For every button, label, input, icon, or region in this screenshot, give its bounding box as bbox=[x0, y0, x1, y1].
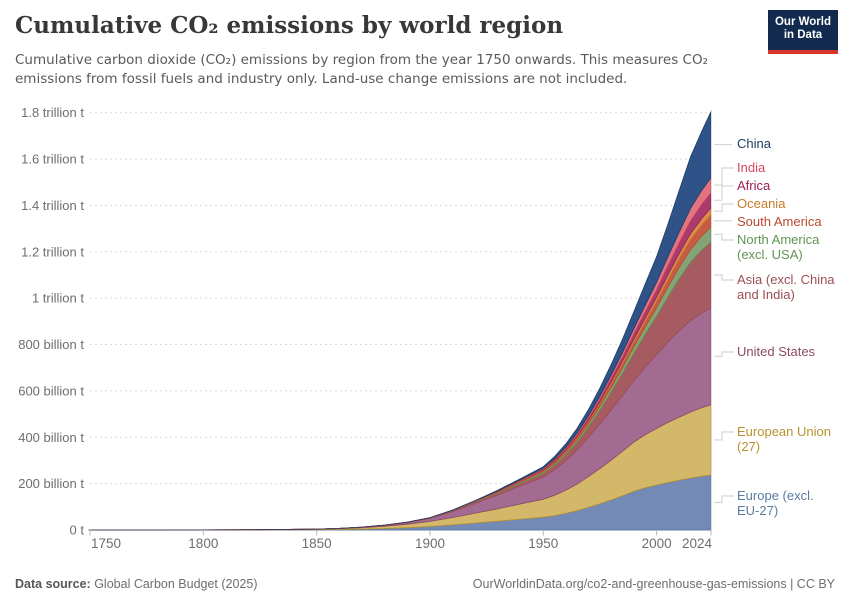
legend-label-line: Europe (excl. bbox=[737, 488, 814, 503]
legend-connector-namerica_excl bbox=[714, 233, 734, 241]
legend-label-line: Asia (excl. China bbox=[737, 272, 835, 287]
owid-url-link[interactable]: OurWorldinData.org/co2-and-greenhouse-ga… bbox=[472, 577, 835, 591]
legend-label-africa[interactable]: Africa bbox=[737, 178, 843, 193]
owid-logo-line2: in Data bbox=[783, 29, 823, 41]
legend-connector-oceania bbox=[714, 203, 734, 212]
y-axis-label: 200 billion t bbox=[18, 476, 84, 491]
legend-label-line: Africa bbox=[737, 178, 771, 193]
legend-label-india[interactable]: India bbox=[737, 160, 843, 175]
legend-label-line: China bbox=[737, 136, 771, 151]
legend-label-eu27[interactable]: European Union (27) bbox=[737, 424, 843, 454]
legend-label-line: United States bbox=[737, 344, 816, 359]
legend-label-line: and India) bbox=[737, 287, 795, 302]
owid-logo[interactable]: Our World in Data bbox=[768, 10, 838, 54]
legend-connector-europe_excl_eu27 bbox=[714, 495, 734, 504]
page-title: Cumulative CO₂ emissions by world region bbox=[15, 12, 564, 39]
legend-connector-asia_excl bbox=[714, 274, 734, 281]
legend-label-samerica[interactable]: South America bbox=[737, 214, 843, 229]
data-source-value: Global Carbon Budget (2025) bbox=[90, 577, 258, 591]
chart-footer: Data source: Global Carbon Budget (2025)… bbox=[15, 577, 835, 591]
legend-label-line: North America bbox=[737, 232, 820, 247]
legend-label-line: (excl. USA) bbox=[737, 247, 803, 262]
y-axis-label: 1 trillion t bbox=[32, 291, 84, 306]
y-axis-label: 1.2 trillion t bbox=[21, 244, 84, 259]
chart-legend: China India Africa Oceania South America Nort… bbox=[0, 100, 850, 562]
legend-label-line: (27) bbox=[737, 439, 761, 454]
y-axis-label: 800 billion t bbox=[18, 337, 84, 352]
x-axis-label: 1800 bbox=[188, 536, 218, 551]
legend-label-oceania[interactable]: Oceania bbox=[737, 196, 843, 211]
y-axis-label: 0 t bbox=[70, 523, 85, 538]
legend-connector-africa bbox=[714, 185, 734, 201]
x-axis-label: 1750 bbox=[91, 536, 121, 551]
y-axis-label: 600 billion t bbox=[18, 383, 84, 398]
legend-connector-us bbox=[714, 351, 734, 357]
stacked-area-chart: 0 t 200 billion t 400 billion t 600 billion… bbox=[18, 105, 734, 551]
owid-logo-line1: Our World bbox=[774, 16, 831, 28]
legend-label-china[interactable]: China bbox=[737, 136, 843, 151]
data-source-label: Data source: bbox=[15, 577, 91, 591]
legend-connector-india bbox=[714, 167, 734, 186]
chart-area: 0 t 200 billion t 400 billion t 600 billion… bbox=[0, 100, 850, 562]
legend-label-line: European Union bbox=[737, 424, 831, 439]
legend-label-europe_excl_eu27[interactable]: Europe (excl. EU-27) bbox=[737, 488, 843, 518]
legend-label-line: India bbox=[737, 160, 766, 175]
chart-subtitle: Cumulative carbon dioxide (CO₂) emission… bbox=[15, 52, 709, 88]
y-axis-label: 1.4 trillion t bbox=[21, 198, 84, 213]
x-axis-label: 1850 bbox=[302, 536, 332, 551]
legend-label-us[interactable]: United States bbox=[737, 344, 843, 359]
y-axis-label: 1.6 trillion t bbox=[21, 152, 84, 167]
legend-label-line: Oceania bbox=[737, 196, 786, 211]
data-source: Data source: Global Carbon Budget (2025) bbox=[15, 577, 258, 591]
legend-connector-eu27 bbox=[714, 431, 734, 441]
x-axis-label: 2024 bbox=[682, 536, 713, 551]
x-axis-label: 1900 bbox=[415, 536, 445, 551]
legend-label-line: EU-27) bbox=[737, 503, 779, 518]
y-axis-label: 400 billion t bbox=[18, 430, 84, 445]
legend-label-namerica_excl[interactable]: North America (excl. USA) bbox=[737, 232, 843, 262]
x-axis-label: 2000 bbox=[642, 536, 672, 551]
y-axis-label: 1.8 trillion t bbox=[21, 105, 84, 120]
x-axis-label: 1950 bbox=[528, 536, 558, 551]
legend-label-line: South America bbox=[737, 214, 822, 229]
legend-label-asia_excl[interactable]: Asia (excl. China and India) bbox=[737, 272, 843, 302]
